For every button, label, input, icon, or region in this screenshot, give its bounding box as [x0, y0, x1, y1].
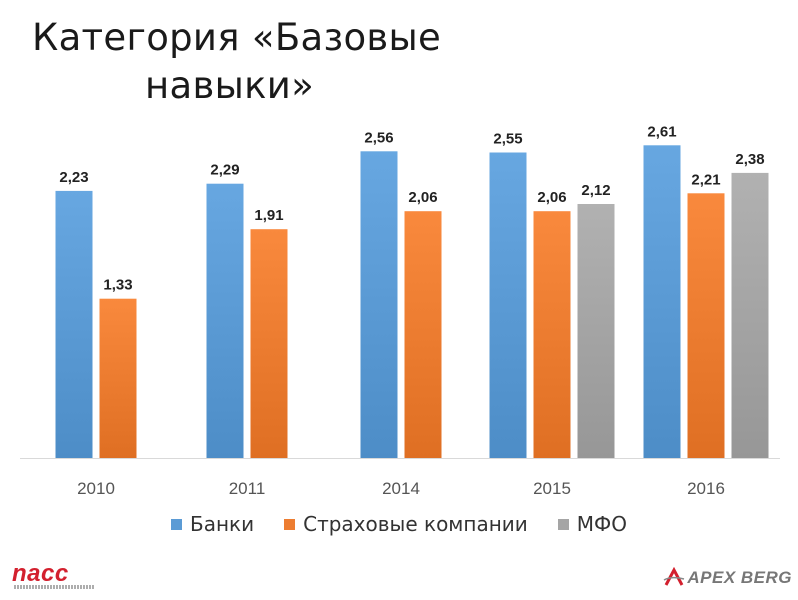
- data-label-2016-series-0: 2,61: [647, 123, 676, 140]
- x-tick-label-2010: 2010: [77, 479, 115, 498]
- bar-2010-series-1: [99, 298, 137, 458]
- bar-2015-series-1: [533, 211, 571, 458]
- data-label-2010-series-0: 2,23: [59, 169, 88, 186]
- data-label-2016-series-2: 2,38: [735, 151, 764, 168]
- legend-item-series-1: Страховые компании: [284, 512, 528, 536]
- bar-2015-series-2: [577, 204, 615, 458]
- data-label-2011-series-1: 1,91: [254, 207, 283, 224]
- title-line-1: Категория «Базовые: [32, 16, 442, 59]
- bar-2014-series-0: [360, 151, 398, 459]
- legend-swatch: [170, 518, 182, 530]
- legend-swatch: [284, 518, 296, 530]
- x-tick-label-2015: 2015: [533, 479, 571, 498]
- chart-legend: Банки Страховые компании МФО: [0, 512, 798, 536]
- data-label-2016-series-1: 2,21: [691, 171, 720, 188]
- legend-swatch: [557, 518, 569, 530]
- legend-item-series-0: Банки: [170, 512, 255, 536]
- nacc-logo: nacc: [8, 560, 103, 594]
- data-label-2015-series-1: 2,06: [537, 189, 566, 206]
- slide-title: Категория «Базовые навыки»: [32, 14, 452, 110]
- legend-label: Банки: [189, 512, 255, 536]
- apexberg-logo-text: APEX BERG: [687, 568, 792, 587]
- legend-label: МФО: [576, 512, 628, 536]
- bar-2014-series-1: [404, 211, 442, 458]
- bar-2016-series-2: [731, 172, 769, 458]
- title-line-2: навыки»: [145, 64, 315, 107]
- bar-2011-series-1: [250, 229, 288, 458]
- data-label-2015-series-0: 2,55: [493, 131, 522, 148]
- nacc-logo-subtitle-icon: [14, 585, 94, 589]
- data-label-2011-series-0: 2,29: [210, 162, 239, 179]
- x-tick-label-2016: 2016: [687, 479, 725, 498]
- apexberg-logo: APEX BERG: [663, 564, 792, 592]
- data-label-2010-series-1: 1,33: [103, 277, 132, 294]
- data-label-2014-series-0: 2,56: [364, 129, 393, 146]
- legend-item-series-2: МФО: [557, 512, 628, 536]
- bar-2010-series-0: [55, 190, 93, 458]
- bar-2016-series-0: [643, 145, 681, 459]
- bar-2011-series-0: [206, 183, 244, 458]
- x-tick-label-2011: 2011: [229, 479, 266, 498]
- legend-label: Страховые компании: [303, 512, 528, 536]
- bar-2015-series-0: [489, 152, 527, 458]
- nacc-logo-text: nacc: [12, 560, 69, 587]
- data-label-2015-series-2: 2,12: [581, 182, 610, 199]
- apexberg-logo-icon: [663, 567, 685, 586]
- x-tick-label-2014: 2014: [382, 479, 420, 498]
- bar-2016-series-1: [687, 193, 725, 459]
- data-label-2014-series-1: 2,06: [408, 189, 437, 206]
